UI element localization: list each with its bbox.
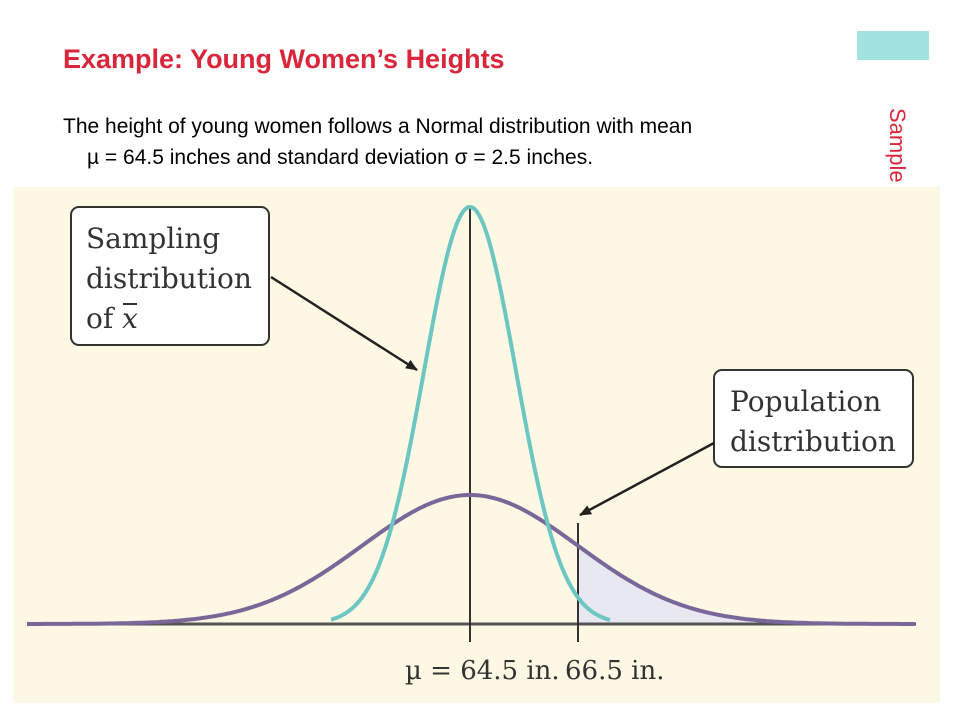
population-distribution-callout: Population distribution — [713, 369, 914, 468]
slide-body-text: The height of young women follows a Norm… — [63, 111, 883, 173]
distribution-figure: Sampling distribution of x Population di… — [13, 187, 940, 703]
mean-axis-label: µ = 64.5 in. — [405, 656, 560, 686]
sampling-callout-line-2: distribution — [86, 262, 252, 295]
body-line-1: The height of young women follows a Norm… — [63, 115, 693, 138]
population-distribution-curve — [27, 493, 915, 626]
body-line-2: µ = 64.5 inches and standard deviation σ… — [87, 146, 594, 169]
population-callout-line-1: Population — [730, 385, 881, 418]
population-callout-line-2: distribution — [730, 425, 896, 458]
sampling-callout-prefix: of — [86, 302, 122, 335]
distribution-diagram: Sampling distribution of x Population di… — [13, 187, 940, 703]
accent-rectangle — [857, 31, 929, 60]
slide-title: Example: Young Women’s Heights — [63, 44, 505, 74]
sampling-callout-line-1: Sampling — [86, 222, 220, 255]
value-axis-label: 66.5 in. — [565, 656, 664, 686]
sampling-distribution-callout: Sampling distribution of x — [70, 206, 270, 346]
sampling-distribution-curve — [330, 204, 611, 622]
shaded-tail-region — [578, 545, 916, 624]
sampling-callout-arrow — [270, 275, 418, 372]
population-callout-arrow — [579, 441, 715, 517]
population-callout-box — [713, 369, 914, 468]
sampling-callout-line-3: of x — [86, 302, 138, 335]
x-bar-symbol: x — [122, 302, 138, 335]
sampling-callout-box — [70, 206, 270, 346]
